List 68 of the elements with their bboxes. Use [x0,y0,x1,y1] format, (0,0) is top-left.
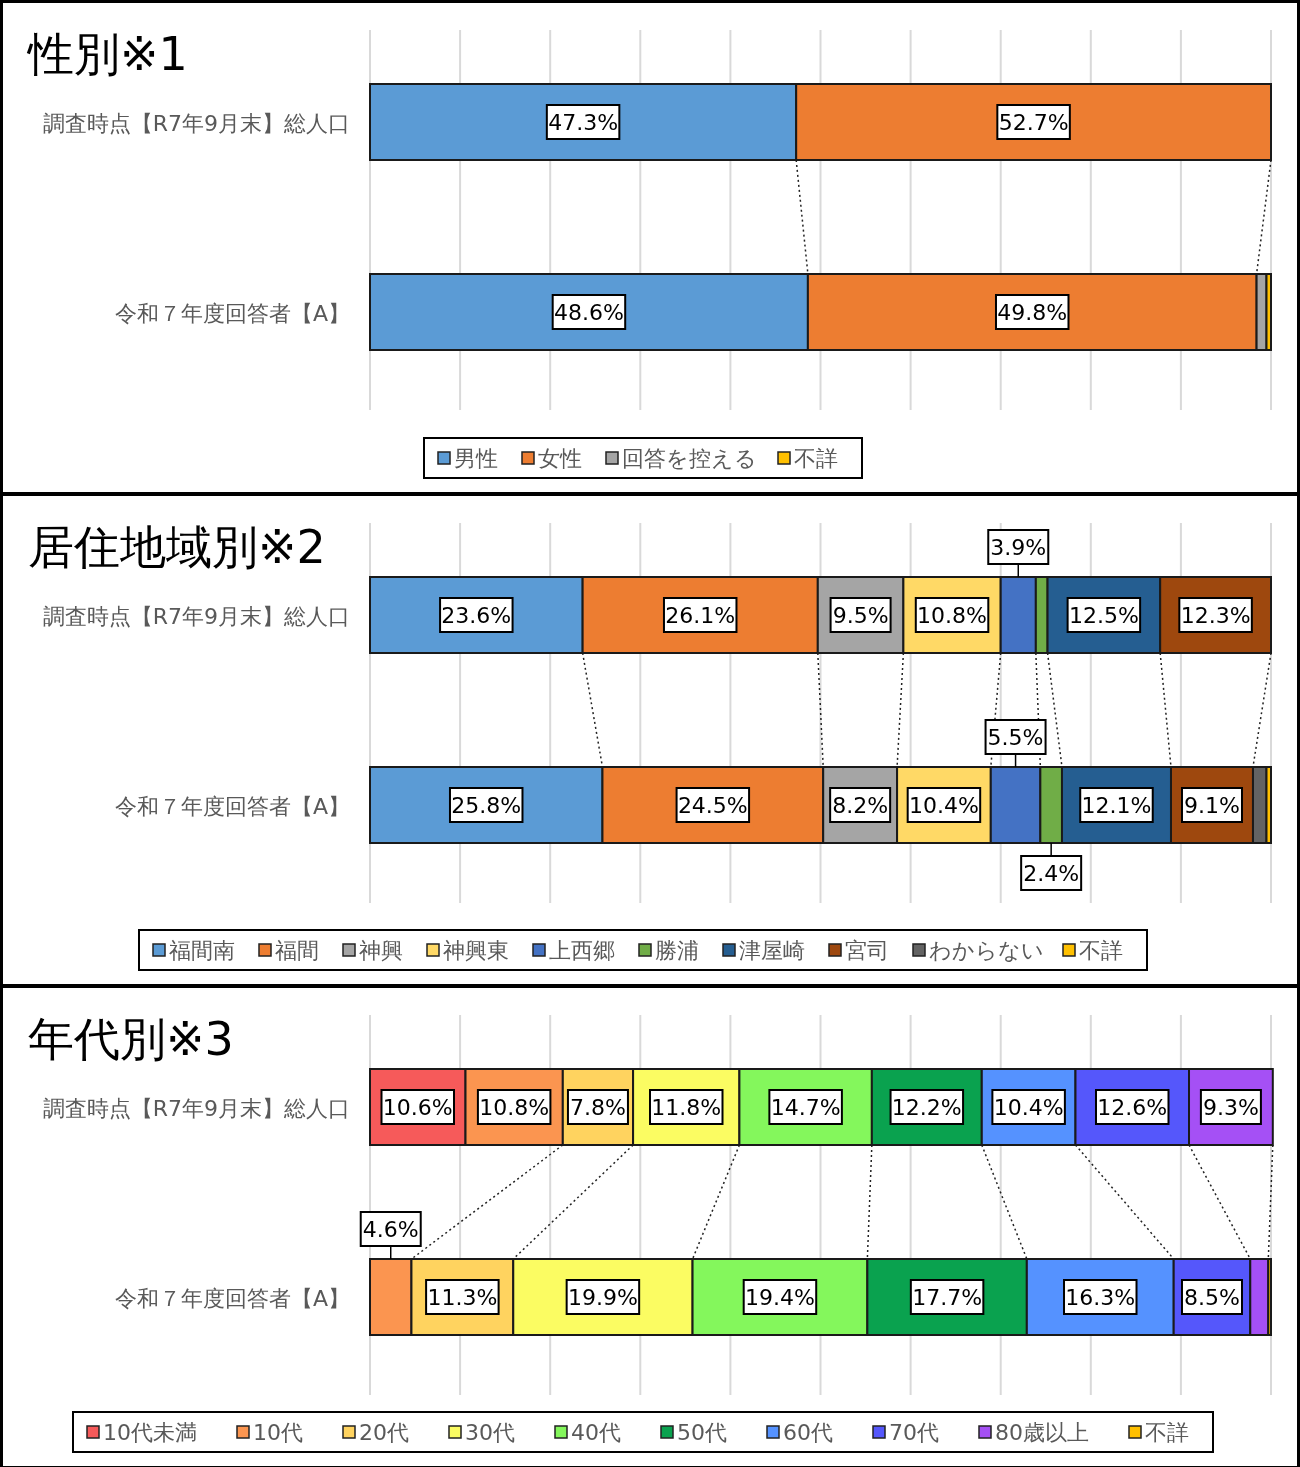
data-label: 8.5% [1184,1285,1240,1310]
data-label: 10.8% [917,603,987,628]
legend-label: 不詳 [1145,1420,1189,1445]
chart-title: 居住地域別※2 [28,520,326,574]
data-label: 12.1% [1081,793,1152,818]
legend-label: 70代 [889,1420,939,1445]
legend-label: 30代 [465,1420,515,1445]
data-label: 9.5% [832,603,889,628]
legend-label: わからない [929,938,1044,963]
data-label: 26.1% [665,603,736,628]
legend-label: 不詳 [794,446,838,471]
legend-label: 10代 [253,1420,303,1445]
data-label: 12.5% [1068,603,1139,628]
y-tick-label: 令和７年度回答者【A】 [114,1286,350,1311]
legend-label: 20代 [359,1420,409,1445]
data-label: 9.1% [1184,793,1240,818]
legend-label: 60代 [783,1420,833,1445]
chart-title: 性別※1 [26,27,188,81]
data-label: 24.5% [677,793,748,818]
legend-label: 神興 [359,938,403,963]
y-tick-label: 令和７年度回答者【A】 [114,794,350,819]
legend-label: 回答を控える [622,446,757,471]
legend-label: 50代 [677,1420,727,1445]
legend-label: 福間南 [169,938,235,963]
data-label: 19.4% [745,1285,815,1310]
data-label: 2.4% [1023,861,1080,886]
data-label: 11.3% [427,1285,498,1310]
y-tick-label: 調査時点【R7年9月末】総人口 [42,1096,350,1121]
data-label: 19.9% [567,1285,638,1310]
data-label: 10.6% [382,1095,453,1120]
legend-label: 勝浦 [655,938,699,963]
legend-label: 女性 [538,446,582,471]
legend-label: 40代 [571,1420,621,1445]
data-label: 10.4% [993,1095,1064,1120]
legend-label: 上西郷 [549,938,615,963]
data-label: 12.3% [1180,603,1251,628]
data-label: 25.8% [451,793,522,818]
data-label: 9.3% [1202,1095,1259,1120]
data-label: 8.2% [832,793,889,818]
chart-title: 年代別※3 [28,1012,234,1066]
data-label: 48.6% [554,300,624,325]
data-label: 11.8% [651,1095,722,1120]
data-label: 4.6% [362,1217,419,1242]
data-label: 52.7% [998,110,1069,135]
data-label: 10.8% [479,1095,550,1120]
legend-label: 福間 [275,938,319,963]
data-label: 49.8% [997,300,1068,325]
data-label: 47.3% [548,110,619,135]
data-label: 14.7% [770,1095,841,1120]
data-label: 16.3% [1065,1285,1136,1310]
legend-label: 不詳 [1079,938,1123,963]
y-tick-label: 令和７年度回答者【A】 [114,301,350,326]
legend-label: 80歳以上 [995,1420,1089,1445]
legend-label: 津屋崎 [739,938,805,963]
legend-label: 男性 [454,446,498,471]
data-label: 7.8% [570,1095,626,1120]
data-label: 10.4% [908,793,979,818]
legend-label: 神興東 [443,938,509,963]
legend-label: 宮司 [845,938,889,963]
data-label: 23.6% [441,603,512,628]
data-label: 3.9% [990,535,1047,560]
legend-label: 10代未満 [103,1420,197,1445]
data-label: 5.5% [987,725,1044,750]
data-label: 17.7% [912,1285,983,1310]
data-label: 12.2% [891,1095,962,1120]
y-tick-label: 調査時点【R7年9月末】総人口 [42,604,350,629]
data-label: 12.6% [1097,1095,1168,1120]
y-tick-label: 調査時点【R7年9月末】総人口 [42,111,350,136]
